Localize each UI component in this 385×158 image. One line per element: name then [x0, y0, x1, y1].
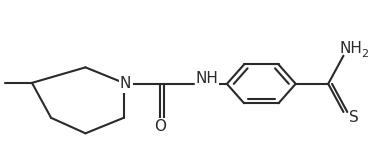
Text: N: N — [120, 76, 131, 91]
Text: NH: NH — [196, 70, 218, 85]
Text: NH: NH — [340, 41, 363, 56]
Text: 2: 2 — [361, 49, 368, 59]
Text: S: S — [349, 110, 359, 125]
Text: O: O — [154, 119, 166, 134]
